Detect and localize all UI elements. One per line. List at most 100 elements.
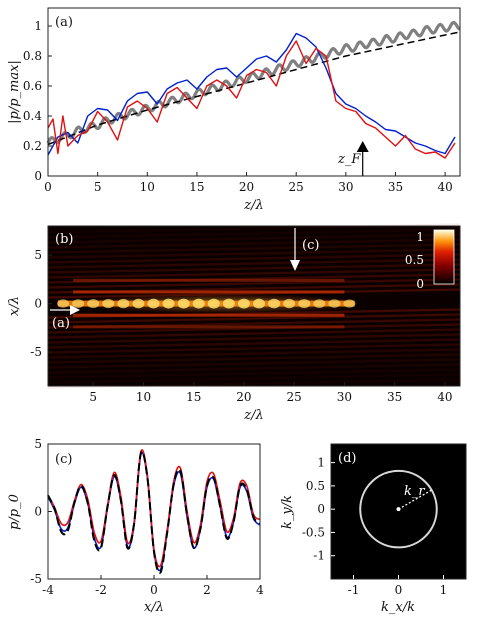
panel-d-y-tick-label: -0.5 [302,525,325,539]
panel-a-y-tick-label: 0.4 [23,109,42,123]
colorbar-gradient [433,229,455,285]
panel-a-x-tick-label: 10 [140,180,155,194]
panel-d-y-tick-label: -1 [313,549,325,563]
panel-a-y-ticks: 0 0.2 0.4 0.6 0.8 1 [23,19,52,183]
panel-c-y-tick-label: -5 [30,572,42,586]
zf-label: z_F [337,152,361,167]
fringe-stripe [47,363,461,374]
colorbar-tick-min: 0 [416,277,424,291]
panel-b-x-tick-label: 10 [136,390,151,404]
panel-a-y-tick-label: 0 [34,169,42,183]
panel-a-y-tick-label: 0.8 [23,49,42,63]
series-red-line [47,449,261,568]
panel-a-x-tick-label: 25 [289,180,304,194]
panel-c-plot-area [47,449,261,575]
beam-hotspot [132,298,145,309]
fringe-stripe [47,228,461,239]
beam-core [58,300,355,307]
fringe-stripe [47,318,461,329]
panel-d-label: (d) [338,451,356,466]
panel-d-y-tick-label: 1 [317,456,325,470]
side-lobe [73,278,345,282]
panel-c-y-label: p/p_0 [7,494,22,530]
marker-a: (a) [50,305,80,331]
fringe-stripe [47,263,461,274]
panel-a-y-label: |p/p_max| [7,60,22,124]
beam-hotspot [72,299,85,308]
panel-b-x-ticks: 5 10 15 20 25 30 35 40 [89,382,453,404]
fringe-stripe [47,258,461,269]
beam-hotspot [328,299,341,308]
zf-arrow-head [356,141,369,152]
panel-a-x-tick-label: 0 [44,180,52,194]
panel-a: (a) 0 5 10 15 20 25 30 35 40 00.20.40.60.81 z/λ … [7,7,461,213]
panel-a-y-tick-label: 0.6 [23,79,42,93]
fringe-stripe [47,343,461,354]
panel-a-label: (a) [55,15,73,30]
beam-hotspot [253,298,266,309]
marker-a-label: (a) [52,316,70,331]
panel-c-x-tick-label: 4 [256,583,264,597]
panel-d-y-ticks: 1 0.5 0 -0.5 -1 [302,456,335,563]
beam-hotspot [87,299,100,308]
fringe-stripe [47,268,461,279]
panel-d-x-ticks: -1 0 1 [348,575,447,597]
panel-b-frame [47,225,461,387]
marker-c-label: (c) [302,238,319,253]
panel-c-frame [47,443,261,580]
beam-hotspot [177,298,190,309]
panel-c: (c) -4 -2 0 2 4 5 0 -5 x/λ p/p_0 [7,437,264,615]
fringe-stripe [47,323,461,334]
marker-c: (c) [290,228,319,271]
panel-b-x-tick-label: 20 [236,390,251,404]
beam-hotspot [313,299,326,308]
panel-b-y-tick-label: 0 [34,297,42,311]
colorbar-tick-mid: 0.5 [405,253,424,267]
panel-c-label: (c) [55,452,72,467]
fringe-stripe [47,248,461,259]
fringe-stripe [47,278,461,289]
fringe-stripe [47,358,461,369]
beam-hotspot [102,299,115,309]
side-lobe [73,313,345,317]
fringe-stripe [47,233,461,244]
fringe-stripe [47,373,461,384]
fringe-stripe [47,253,461,264]
panel-b-label: (b) [55,232,73,247]
fringe-stripe [47,313,461,324]
fringe-stripe [47,273,461,284]
fringe-stripe [47,238,461,249]
panel-b-y-tick-label: 5 [34,248,42,262]
panel-c-y-ticks: 5 0 -5 [30,437,52,586]
side-lobe [73,290,345,294]
panel-b-y-label: x/λ [7,296,22,316]
colorbar-tick-max: 1 [416,230,424,244]
panel-a-x-tick-label: 30 [338,180,353,194]
panel-b-x-tick-label: 5 [89,390,97,404]
panel-c-x-ticks: -4 -2 0 2 4 [42,575,264,597]
panel-d-y-tick-label: 0.5 [306,479,325,493]
panel-c-x-tick-label: 0 [150,583,158,597]
panel-b-x-tick-label: 35 [387,390,402,404]
beam-hotspot [283,298,296,309]
beam-hotspot [57,299,70,308]
panel-d-y-tick-label: 0 [317,502,325,516]
fringe-stripe [47,243,461,254]
panel-d-x-tick-label: 0 [395,583,403,597]
k-space-ring [359,469,438,549]
panel-d-background [331,444,466,579]
beam-hotspot [268,298,281,309]
beam-hotspot [207,298,220,309]
panel-b-x-tick-label: 15 [186,390,201,404]
panel-c-y-tick-label: 5 [34,437,42,451]
panel-a-x-tick-label: 40 [437,180,452,194]
panel-d-x-tick-label: -1 [348,583,360,597]
panel-b-y-tick-label: -5 [30,345,42,359]
panel-b-x-tick-label: 40 [437,390,452,404]
beam-hotspot [222,298,235,309]
panel-a-y-tick-label: 1 [34,19,42,33]
kr-label: k_r [404,484,425,499]
panel-c-x-tick-label: -4 [42,583,54,597]
zf-arrow: z_F [337,141,369,176]
